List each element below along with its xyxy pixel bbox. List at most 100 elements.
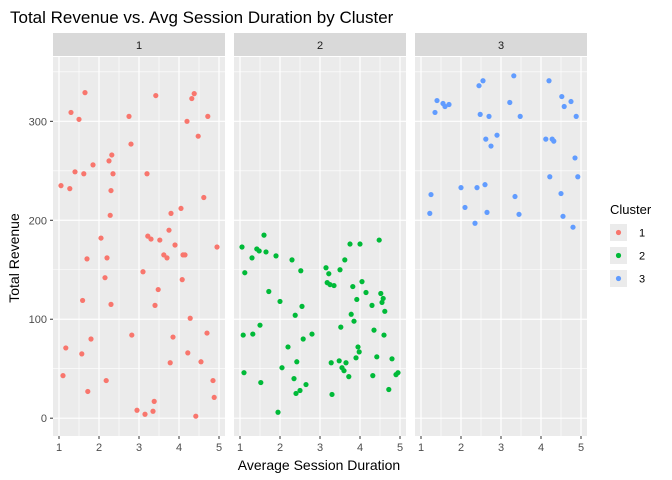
data-point: [129, 332, 135, 338]
data-point: [166, 227, 172, 233]
legend-title: Cluster: [610, 202, 652, 217]
data-point: [182, 252, 188, 258]
data-point: [517, 113, 523, 119]
data-point: [72, 169, 78, 175]
data-point: [79, 351, 85, 357]
data-point: [427, 210, 433, 216]
data-point: [178, 205, 184, 212]
data-point: [107, 212, 113, 218]
x-tick-label: 3: [317, 442, 323, 454]
gridlines: [234, 57, 406, 436]
points-cluster-2: [239, 232, 401, 415]
y-axis-title: Total Revenue: [6, 213, 22, 303]
data-point: [88, 336, 94, 342]
data-point: [446, 101, 452, 108]
data-point: [76, 116, 82, 122]
gridlines: [53, 57, 225, 436]
x-tick-label: 2: [277, 442, 283, 454]
chart-title: Total Revenue vs. Avg Session Duration b…: [10, 8, 394, 27]
data-point: [167, 360, 173, 366]
x-tick-label: 4: [176, 442, 182, 454]
data-point: [376, 237, 382, 243]
data-point: [155, 286, 161, 293]
data-point: [343, 360, 349, 366]
data-point: [462, 204, 468, 211]
y-tick-label: 0: [41, 413, 47, 425]
data-point: [67, 186, 73, 192]
data-point: [211, 394, 217, 401]
data-point: [551, 138, 557, 144]
data-point: [480, 78, 486, 84]
data-point: [210, 377, 216, 384]
data-point: [300, 336, 306, 342]
data-point: [331, 282, 337, 289]
legend-symbol: [615, 275, 622, 282]
data-point: [484, 209, 490, 215]
data-point: [482, 182, 488, 188]
data-point: [572, 155, 578, 161]
facet-panels: 1 1 2 3 4 5 2 1 2 3 4 5 3 1 2 3 4 5: [53, 33, 587, 454]
data-point: [128, 141, 134, 147]
data-point: [379, 299, 385, 306]
data-point: [153, 92, 159, 99]
data-point: [184, 118, 190, 124]
data-point: [323, 265, 329, 271]
data-point: [198, 359, 204, 365]
legend-symbol: [615, 229, 622, 236]
data-point: [488, 143, 494, 149]
legend-symbol: [615, 252, 622, 259]
data-point: [275, 409, 281, 415]
data-point: [477, 111, 483, 117]
y-axis: 0 100 200 300: [29, 116, 53, 425]
x-tick-label: 3: [136, 442, 142, 454]
data-point: [342, 257, 348, 263]
data-point: [273, 253, 279, 259]
data-point: [258, 379, 264, 386]
data-point: [195, 133, 201, 139]
data-point: [359, 279, 365, 285]
data-point: [240, 332, 246, 338]
data-point: [68, 109, 74, 116]
data-point: [109, 152, 115, 158]
data-point: [516, 211, 522, 217]
data-point: [369, 302, 375, 308]
data-point: [257, 322, 263, 328]
data-point: [347, 241, 353, 247]
data-point: [205, 113, 211, 119]
x-axis-ticks: 1 2 3 4 5: [418, 436, 584, 454]
data-point: [241, 370, 247, 376]
facet-strip-label: 1: [136, 40, 142, 52]
data-point: [261, 232, 267, 238]
x-tick-label: 1: [237, 442, 243, 454]
data-point: [289, 257, 295, 263]
data-point: [103, 377, 109, 384]
data-point: [63, 345, 69, 351]
data-point: [250, 331, 256, 337]
data-point: [299, 303, 305, 309]
data-point: [204, 330, 210, 336]
data-point: [575, 174, 581, 180]
data-point: [170, 334, 176, 340]
x-tick-label: 5: [216, 442, 222, 454]
data-point: [85, 388, 91, 395]
data-point: [106, 158, 112, 164]
data-point: [543, 136, 549, 142]
facet-strip: [415, 33, 587, 56]
data-point: [291, 376, 297, 382]
data-point: [341, 368, 347, 374]
data-point: [363, 289, 369, 296]
facet-strip-label: 3: [498, 40, 504, 52]
data-point: [193, 413, 199, 419]
data-point: [351, 318, 357, 324]
data-point: [144, 171, 150, 177]
data-point: [80, 297, 86, 304]
data-point: [168, 210, 174, 216]
data-point: [172, 242, 178, 248]
y-tick-label: 100: [29, 314, 47, 326]
data-point: [573, 113, 579, 119]
data-point: [214, 244, 220, 250]
data-point: [239, 244, 245, 250]
x-tick-label: 1: [56, 442, 62, 454]
y-tick-label: 200: [29, 215, 47, 227]
data-point: [294, 359, 300, 365]
